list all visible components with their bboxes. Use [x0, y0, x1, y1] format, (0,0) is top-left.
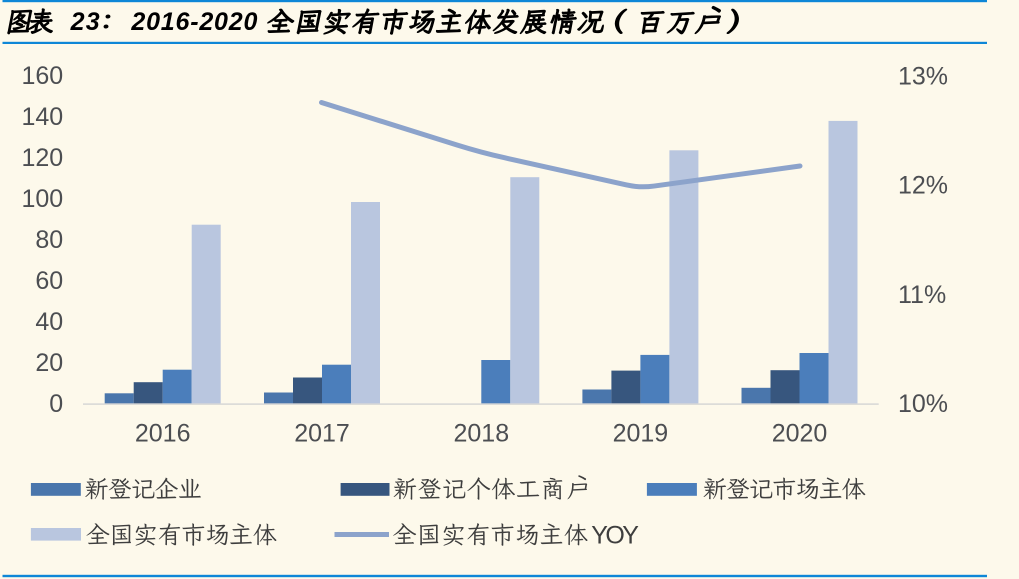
svg-text:140: 140	[21, 103, 63, 131]
svg-text:2020: 2020	[772, 420, 828, 448]
svg-text:YOY: YOY	[591, 522, 639, 550]
svg-text:11%: 11%	[898, 281, 946, 309]
svg-text:60: 60	[35, 267, 63, 295]
svg-text:0: 0	[49, 390, 63, 418]
svg-text:20: 20	[35, 349, 63, 377]
svg-text:12%: 12%	[898, 172, 948, 200]
svg-text:120: 120	[21, 144, 63, 172]
svg-text:2018: 2018	[453, 420, 509, 448]
svg-text:2016: 2016	[135, 420, 191, 448]
svg-text:23: 23	[70, 8, 101, 36]
svg-text:2019: 2019	[613, 420, 669, 448]
svg-text:13%: 13%	[898, 63, 948, 91]
svg-text:10%: 10%	[898, 390, 948, 418]
svg-text:2016-2020: 2016-2020	[130, 8, 258, 36]
svg-text:160: 160	[21, 62, 63, 90]
svg-text:2017: 2017	[294, 420, 350, 448]
svg-text:100: 100	[21, 185, 63, 213]
svg-text:80: 80	[35, 226, 63, 254]
svg-text:40: 40	[35, 308, 63, 336]
